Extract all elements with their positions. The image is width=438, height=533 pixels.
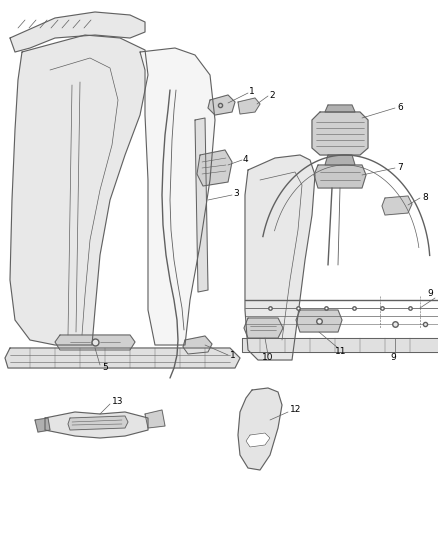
Text: 4: 4 <box>243 155 249 164</box>
Polygon shape <box>183 336 212 354</box>
Polygon shape <box>244 318 283 338</box>
Polygon shape <box>35 418 50 432</box>
Polygon shape <box>312 112 368 155</box>
Polygon shape <box>246 433 270 447</box>
Polygon shape <box>45 412 148 438</box>
Text: 6: 6 <box>397 102 403 111</box>
Polygon shape <box>245 155 315 360</box>
Text: 3: 3 <box>233 190 239 198</box>
Text: 7: 7 <box>397 163 403 172</box>
Polygon shape <box>238 388 282 470</box>
Polygon shape <box>195 118 208 292</box>
Polygon shape <box>140 48 215 345</box>
Polygon shape <box>382 196 412 215</box>
Text: 1: 1 <box>249 87 255 96</box>
Polygon shape <box>55 335 135 350</box>
Polygon shape <box>5 348 240 368</box>
Text: 9: 9 <box>390 353 396 362</box>
Text: 13: 13 <box>112 398 124 407</box>
Text: 9: 9 <box>427 288 433 297</box>
Polygon shape <box>296 310 342 332</box>
Text: 5: 5 <box>102 364 108 373</box>
Text: 11: 11 <box>335 348 346 357</box>
Text: 2: 2 <box>269 91 275 100</box>
Text: 12: 12 <box>290 406 301 415</box>
Polygon shape <box>208 95 235 115</box>
Text: 8: 8 <box>422 192 428 201</box>
Polygon shape <box>145 410 165 428</box>
Text: 1: 1 <box>230 351 236 360</box>
Polygon shape <box>325 105 355 112</box>
Polygon shape <box>238 98 260 114</box>
Polygon shape <box>10 12 145 52</box>
Polygon shape <box>68 416 128 430</box>
Polygon shape <box>325 155 355 165</box>
Polygon shape <box>10 35 148 345</box>
Text: 10: 10 <box>262 353 273 362</box>
Polygon shape <box>314 165 366 188</box>
Polygon shape <box>197 150 232 186</box>
Polygon shape <box>242 338 438 352</box>
